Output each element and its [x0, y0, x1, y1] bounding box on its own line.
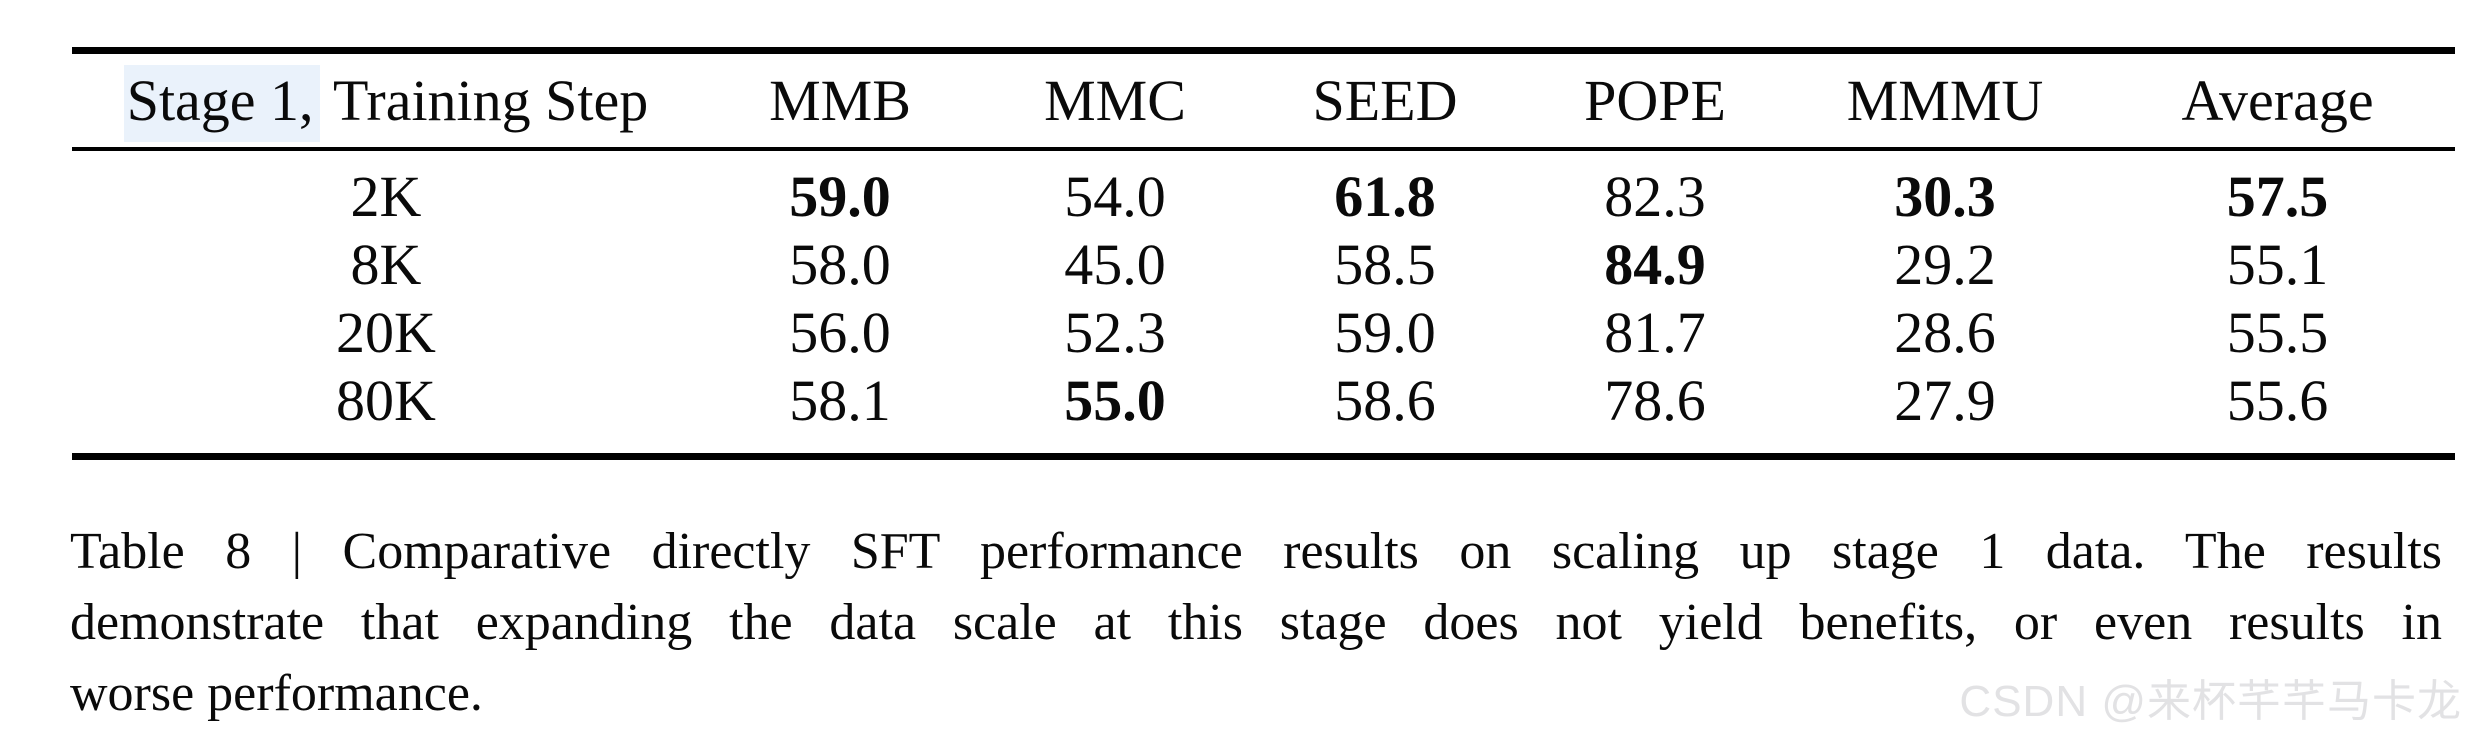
value: 78.6: [1604, 368, 1706, 433]
value: 30.3: [1894, 164, 1996, 229]
cell-20k-mmc: 52.3: [980, 299, 1250, 367]
caption-line-3: worse performance.: [70, 665, 483, 722]
cell-8k-mmmu: 29.2: [1790, 231, 2100, 299]
table-row-8k: 8K 58.0 45.0 58.5 84.9 29.2 55.1: [72, 231, 2455, 299]
header-col-mmmu: MMMU: [1790, 50, 2100, 151]
value: 84.9: [1604, 232, 1706, 297]
cell-80k-seed: 58.6: [1250, 367, 1520, 457]
value: 81.7: [1604, 300, 1706, 365]
results-table: Stage 1, Training Step MMB MMC SEED POPE…: [72, 47, 2455, 460]
value: 29.2: [1894, 232, 1996, 297]
cell-80k-mmc: 55.0: [980, 367, 1250, 457]
value: 57.5: [2226, 164, 2329, 229]
cell-20k-mmmu: 28.6: [1790, 299, 2100, 367]
cell-2k-mmmu: 30.3: [1790, 149, 2100, 231]
value: 45.0: [1064, 232, 1166, 297]
header-col-mmc: MMC: [980, 50, 1250, 151]
cell-80k-mmmu: 27.9: [1790, 367, 2100, 457]
row-label-8k: 8K: [350, 232, 422, 297]
row-label-2k: 2K: [350, 164, 422, 229]
value: 55.5: [2226, 300, 2329, 365]
value: 55.1: [2226, 232, 2329, 297]
value: 28.6: [1894, 300, 1996, 365]
table-row-80k: 80K 58.1 55.0 58.6 78.6 27.9 55.6: [72, 367, 2455, 457]
value: 61.8: [1334, 164, 1436, 229]
caption-line-1: Table 8 | Comparative directly SFT perfo…: [70, 523, 2442, 580]
cell-80k-average: 55.6: [2100, 367, 2455, 457]
header-col-pope: POPE: [1520, 50, 1790, 151]
cell-8k-mmb: 58.0: [700, 231, 980, 299]
cell-8k-average: 55.1: [2100, 231, 2455, 299]
table-row-2k: 2K 59.0 54.0 61.8 82.3 30.3 57.5: [72, 149, 2455, 231]
header-col-average: Average: [2100, 50, 2455, 151]
row-label-20k: 20K: [336, 300, 436, 365]
header-col-stage: Stage 1, Training Step: [72, 50, 700, 151]
table-row-20k: 20K 56.0 52.3 59.0 81.7 28.6 55.5: [72, 299, 2455, 367]
header-stage-highlight: Stage 1,: [123, 65, 320, 142]
table-caption: Table 8 | Comparative directly SFT perfo…: [70, 516, 2442, 729]
header-row: Stage 1, Training Step MMB MMC SEED POPE…: [72, 50, 2455, 151]
cell-2k-pope: 82.3: [1520, 149, 1790, 231]
header-stage-rest: Training Step: [333, 68, 649, 133]
header-col-mmb: MMB: [700, 50, 980, 151]
cell-8k-pope: 84.9: [1520, 231, 1790, 299]
caption-line-2: demonstrate that expanding the data scal…: [70, 594, 2442, 651]
value: 27.9: [1894, 368, 1996, 433]
value: 58.0: [789, 232, 891, 297]
cell-2k-mmb: 59.0: [700, 149, 980, 231]
header-col-seed: SEED: [1250, 50, 1520, 151]
cell-80k-pope: 78.6: [1520, 367, 1790, 457]
cell-20k-pope: 81.7: [1520, 299, 1790, 367]
cell-20k-average: 55.5: [2100, 299, 2455, 367]
value: 55.6: [2226, 368, 2329, 433]
csdn-watermark: CSDN @来杯芊芊马卡龙: [1959, 677, 2462, 726]
value: 52.3: [1064, 300, 1166, 365]
cell-2k-mmc: 54.0: [980, 149, 1250, 231]
cell-80k-mmb: 58.1: [700, 367, 980, 457]
value: 59.0: [789, 164, 891, 229]
cell-8k-seed: 58.5: [1250, 231, 1520, 299]
value: 56.0: [789, 300, 891, 365]
cell-20k-seed: 59.0: [1250, 299, 1520, 367]
value: 82.3: [1604, 164, 1706, 229]
cell-8k-mmc: 45.0: [980, 231, 1250, 299]
cell-2k-average: 57.5: [2100, 149, 2455, 231]
cell-2k-seed: 61.8: [1250, 149, 1520, 231]
cell-20k-mmb: 56.0: [700, 299, 980, 367]
value: 54.0: [1064, 164, 1166, 229]
value: 58.1: [789, 368, 891, 433]
value: 59.0: [1334, 300, 1436, 365]
value: 58.5: [1334, 232, 1436, 297]
value: 55.0: [1064, 368, 1166, 433]
value: 58.6: [1334, 368, 1436, 433]
row-label-80k: 80K: [336, 368, 436, 433]
